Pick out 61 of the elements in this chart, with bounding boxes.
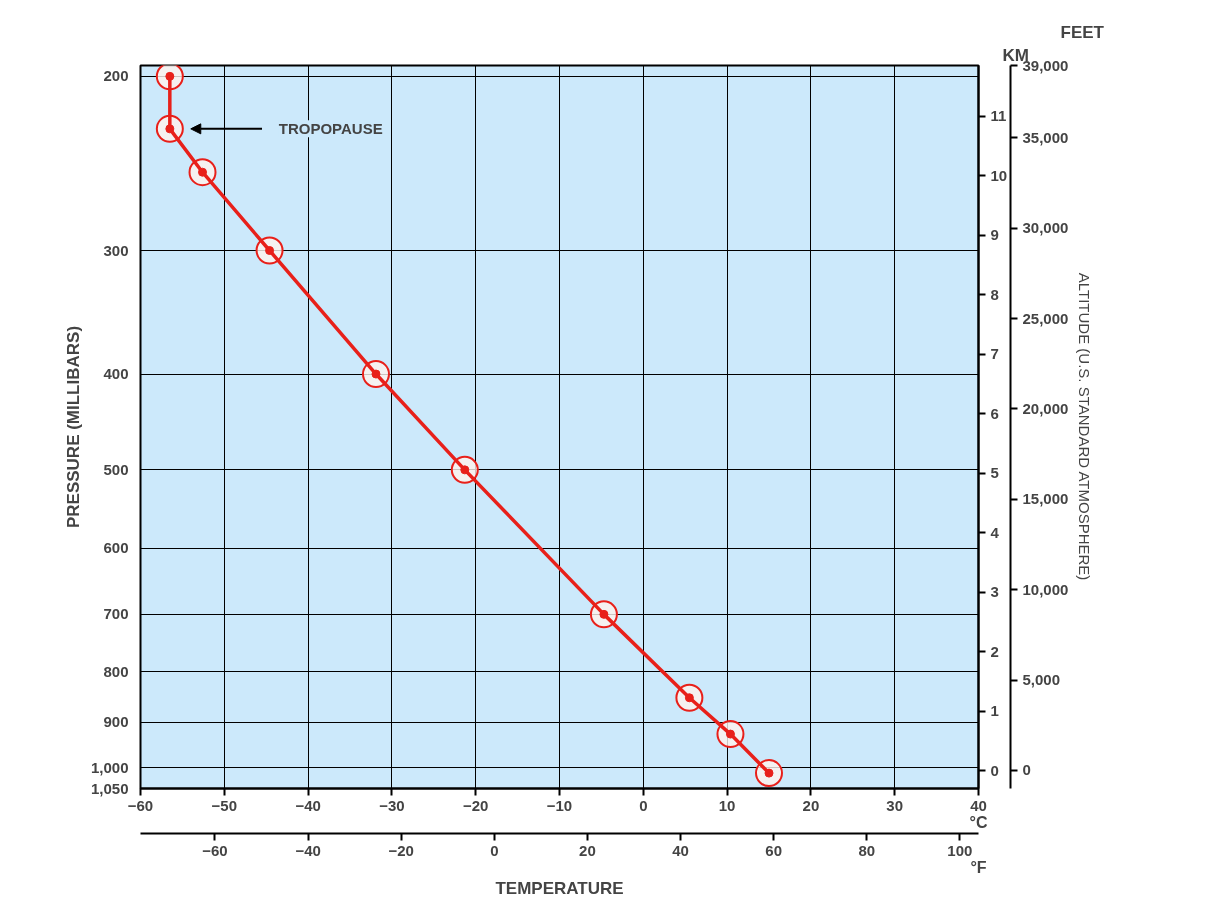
x-tick-label: 0 xyxy=(639,796,648,814)
point xyxy=(755,759,783,788)
x-tick-label: 20 xyxy=(802,796,820,814)
x2-tick-label: 100 xyxy=(947,841,973,859)
x2-tick-label: −40 xyxy=(295,841,321,859)
x-tick-label: −60 xyxy=(127,796,154,814)
y-tick-label: 1,050 xyxy=(90,779,129,797)
x2-tick-label: 0 xyxy=(490,841,499,859)
point xyxy=(255,236,284,265)
text: °C xyxy=(969,813,988,831)
x2-tick-label: 60 xyxy=(765,841,782,859)
y3-axis-title: ALTITUDE (U.S. STANDARD ATMOSPHERE) xyxy=(1076,272,1094,581)
y3-tick-label: 10,000 xyxy=(1022,580,1069,598)
y2-tick-label: 7 xyxy=(990,345,999,363)
y2-tick-label: 4 xyxy=(990,523,1000,541)
y2-tick-label: 8 xyxy=(990,285,999,303)
y2-tick-label: 0 xyxy=(990,761,999,779)
x-tick-label: 30 xyxy=(886,796,904,814)
x-tick-label: −20 xyxy=(462,796,489,814)
y-tick-label: 600 xyxy=(103,539,129,557)
y3-tick-label: 20,000 xyxy=(1022,399,1069,417)
y2-tick-label: 2 xyxy=(990,642,999,660)
text: FEET xyxy=(1060,22,1105,42)
y3-tick-label: 15,000 xyxy=(1022,490,1069,508)
x-tick-label: −40 xyxy=(295,796,321,814)
y2-tick-label: 3 xyxy=(990,583,999,601)
y-tick-label: 400 xyxy=(103,365,129,383)
y2-tick-label: 1 xyxy=(990,702,999,720)
x2-tick-label: −20 xyxy=(388,841,414,859)
x-tick-label: 40 xyxy=(970,796,987,814)
y-tick-label: 300 xyxy=(103,241,129,259)
y2-tick-label: 11 xyxy=(990,107,1007,125)
y3-tick-label: 0 xyxy=(1022,761,1031,779)
x-axis-title: TEMPERATURE xyxy=(495,878,624,898)
y2-tick-label: 5 xyxy=(990,464,999,482)
y2-tick-label: 9 xyxy=(990,226,999,244)
text: °F xyxy=(970,858,987,876)
annotation: TROPOPAUSE xyxy=(278,120,383,138)
x-tick-label: −10 xyxy=(546,796,573,814)
y-tick-label: 800 xyxy=(103,662,129,680)
x-tick-label: −30 xyxy=(379,796,405,814)
y-tick-label: 1,000 xyxy=(90,758,129,776)
y-tick-label: 700 xyxy=(103,605,129,623)
y3-tick-label: 5,000 xyxy=(1022,671,1061,689)
y-tick-label: 200 xyxy=(103,67,129,85)
y2-tick-label: 6 xyxy=(990,404,999,422)
x-tick-label: −50 xyxy=(211,796,238,814)
y-axis-title: PRESSURE (MILLIBARS) xyxy=(63,325,83,529)
x2-tick-label: 80 xyxy=(858,841,876,859)
x-tick-label: 10 xyxy=(718,796,736,814)
y-tick-label: 900 xyxy=(103,713,129,731)
x2-tick-label: −60 xyxy=(202,841,228,859)
y2-tick-label: 10 xyxy=(990,166,1008,184)
point xyxy=(675,683,704,712)
y-tick-label: 500 xyxy=(103,460,129,478)
x2-tick-label: 20 xyxy=(579,841,596,859)
y3-tick-label: 25,000 xyxy=(1022,309,1069,327)
y3-tick-label: 30,000 xyxy=(1022,219,1069,237)
point xyxy=(155,65,184,91)
x2-tick-label: 40 xyxy=(672,841,689,859)
y3-tick-label: 35,000 xyxy=(1022,128,1069,146)
